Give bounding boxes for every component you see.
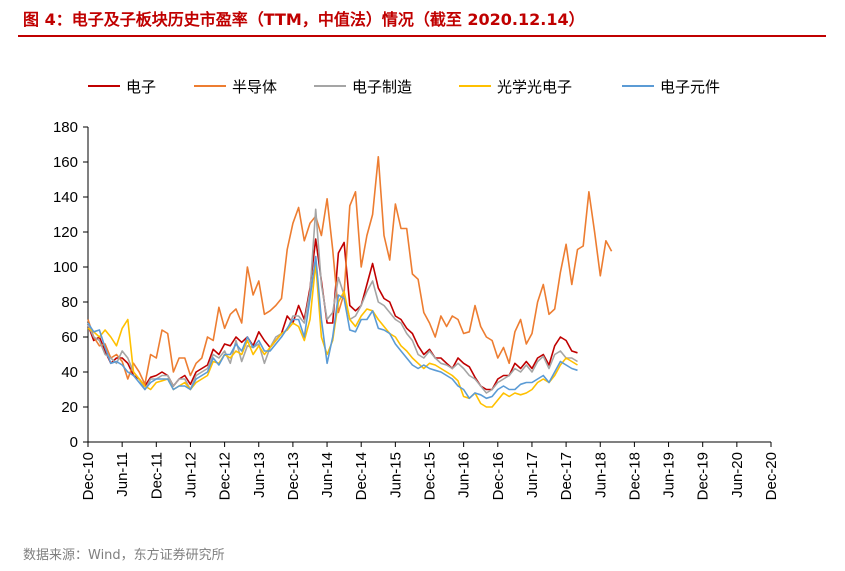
x-tick-label: Jun-18	[592, 452, 609, 498]
y-tick-label: 180	[53, 119, 78, 136]
x-tick-label: Dec-20	[763, 452, 780, 500]
x-tick-label: Dec-15	[422, 452, 439, 500]
x-tick-label: Jun-19	[661, 452, 678, 498]
legend-label: 半导体	[232, 78, 277, 96]
y-tick-label: 40	[61, 364, 78, 381]
x-tick-label: Dec-11	[148, 452, 165, 499]
y-tick-label: 160	[53, 154, 78, 171]
x-tick-label: Dec-14	[353, 452, 370, 500]
source-note: 数据来源：Wind，东方证券研究所	[23, 548, 225, 563]
x-tick-label: Dec-12	[217, 452, 234, 500]
series-line-电子制造	[87, 208, 578, 394]
x-tick-label: Dec-17	[558, 452, 575, 500]
legend-label: 电子制造	[352, 78, 412, 96]
title-rule	[18, 35, 826, 37]
legend-label: 电子元件	[660, 78, 720, 96]
x-tick-label: Jun-13	[251, 452, 268, 498]
x-tick-label: Jun-17	[524, 452, 541, 498]
chart-title: 图 4：电子及子板块历史市盈率（TTM，中值法）情况（截至 2020.12.14…	[23, 10, 585, 29]
y-tick-label: 20	[61, 399, 78, 416]
y-tick-label: 100	[53, 259, 78, 276]
y-tick-label: 120	[53, 224, 78, 241]
legend-label: 电子	[126, 78, 156, 96]
y-tick-label: 80	[61, 294, 78, 311]
x-tick-label: Dec-16	[490, 452, 507, 500]
x-tick-label: Jun-20	[729, 452, 746, 498]
x-tick-label: Jun-12	[182, 452, 199, 498]
y-tick-label: 0	[70, 434, 78, 451]
y-tick-label: 60	[61, 329, 78, 346]
x-tick-label: Jun-14	[319, 452, 336, 498]
series-line-电子元件	[87, 255, 578, 400]
x-tick-label: Dec-13	[285, 452, 302, 500]
x-tick-label: Dec-18	[626, 452, 643, 500]
x-tick-label: Jun-15	[387, 452, 404, 498]
series-line-电子	[87, 238, 578, 391]
x-tick-label: Dec-19	[695, 452, 712, 500]
y-tick-label: 140	[53, 189, 78, 206]
legend-label: 光学光电子	[497, 78, 572, 96]
x-tick-label: Dec-10	[80, 452, 97, 500]
x-tick-label: Jun-11	[114, 452, 131, 497]
x-tick-label: Jun-16	[456, 452, 473, 498]
series-line-半导体	[87, 156, 613, 386]
